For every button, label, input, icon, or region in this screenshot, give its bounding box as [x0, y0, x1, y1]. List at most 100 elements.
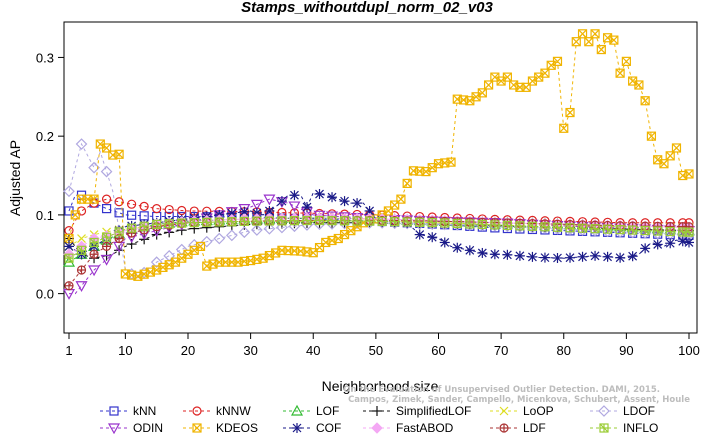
data-point: [627, 251, 638, 262]
series-INFLO: [64, 215, 694, 263]
data-point: [126, 239, 137, 250]
data-point: [327, 192, 338, 203]
legend-item-LOF: LOF: [283, 404, 339, 418]
data-point: [252, 216, 262, 226]
data-point: [75, 281, 88, 292]
data-point: [477, 247, 488, 258]
data-point: [277, 216, 287, 226]
y-axis-label: Adjusted AP: [7, 140, 23, 216]
data-point: [264, 216, 275, 226]
legend-item-KDEOS: KDEOS: [183, 421, 258, 434]
data-point: [213, 232, 226, 245]
x-tick-label: 20: [181, 343, 195, 358]
data-point: [415, 217, 425, 227]
data-point: [427, 218, 437, 228]
plot-frame: [63, 21, 698, 334]
data-point: [514, 250, 525, 261]
data-point: [396, 194, 406, 204]
data-point: [477, 219, 487, 230]
data-point: [64, 253, 74, 263]
data-point: [152, 219, 162, 229]
data-point: [577, 29, 588, 39]
data-point: [665, 151, 675, 161]
legend-label: LDF: [523, 421, 546, 434]
x-tick-label: 60: [431, 343, 445, 358]
data-point: [314, 189, 325, 200]
data-point: [390, 217, 400, 227]
legend-item-LoOP: LoOP: [490, 404, 554, 418]
watermark-line-1: Campos, Zimek, Sander, Campello, Micenko…: [348, 395, 690, 405]
x-tick-label: 80: [557, 343, 571, 358]
series-line: [68, 32, 690, 277]
data-point: [502, 220, 512, 230]
data-point: [634, 80, 644, 90]
data-point: [101, 241, 112, 251]
y-tick-label: 0.1: [36, 208, 54, 223]
data-point: [88, 161, 100, 174]
data-point: [640, 225, 650, 236]
data-point: [652, 239, 663, 250]
data-point: [175, 243, 188, 256]
data-point: [677, 236, 688, 247]
data-point: [609, 35, 619, 45]
data-point: [227, 217, 237, 227]
legend-item-LDF: LDF: [490, 421, 546, 434]
data-point: [327, 216, 337, 226]
x-tick-label: 10: [118, 343, 132, 358]
legend-marker: [499, 406, 509, 416]
data-point: [263, 194, 276, 206]
data-point: [439, 237, 450, 248]
data-point: [127, 223, 137, 233]
data-point: [114, 227, 124, 237]
legend-item-COF: COF: [283, 421, 341, 434]
data-point: [264, 205, 275, 216]
x-tick-label: 90: [619, 343, 633, 358]
series-KDEOS: [64, 29, 694, 281]
data-point: [200, 235, 213, 248]
data-point: [614, 226, 626, 238]
data-point: [464, 245, 475, 256]
data-point: [684, 169, 694, 179]
legend-marker: [107, 423, 121, 434]
legend-marker: [499, 423, 509, 433]
data-point: [177, 205, 187, 216]
data-point: [164, 219, 174, 229]
data-point: [177, 218, 187, 228]
legend-marker: [192, 406, 202, 416]
legend-label: KDEOS: [216, 421, 258, 434]
data-point: [114, 149, 124, 159]
data-point: [552, 56, 563, 66]
data-point: [615, 68, 625, 78]
data-point: [502, 72, 512, 82]
data-point: [452, 218, 462, 229]
data-point: [626, 226, 639, 239]
legend-item-LDOF: LDOF: [590, 404, 655, 418]
data-point: [195, 241, 206, 251]
data-point: [288, 201, 301, 213]
data-point: [64, 281, 74, 291]
data-point: [602, 251, 613, 262]
data-point: [75, 138, 88, 150]
legend-label: INFLO: [623, 421, 658, 434]
data-point: [127, 210, 137, 220]
x-tick-label: 100: [678, 343, 700, 358]
data-point: [639, 227, 652, 239]
data-point: [289, 190, 300, 201]
data-point: [251, 224, 263, 236]
legend-marker: [372, 406, 382, 416]
data-point: [302, 215, 312, 226]
data-point: [671, 143, 682, 153]
data-point: [483, 80, 494, 90]
legend-label: LoOP: [523, 404, 554, 418]
data-point: [596, 44, 606, 55]
legend-marker: [598, 405, 610, 417]
chart-title: Stamps_withoutdupl_norm_02_v03: [241, 0, 493, 16]
y-tick-label: 0.0: [36, 287, 54, 302]
data-point: [164, 204, 174, 215]
legend-label: LOF: [316, 404, 339, 418]
data-point: [446, 157, 456, 167]
data-point: [665, 238, 676, 249]
data-point: [77, 234, 86, 243]
data-point: [539, 252, 550, 263]
